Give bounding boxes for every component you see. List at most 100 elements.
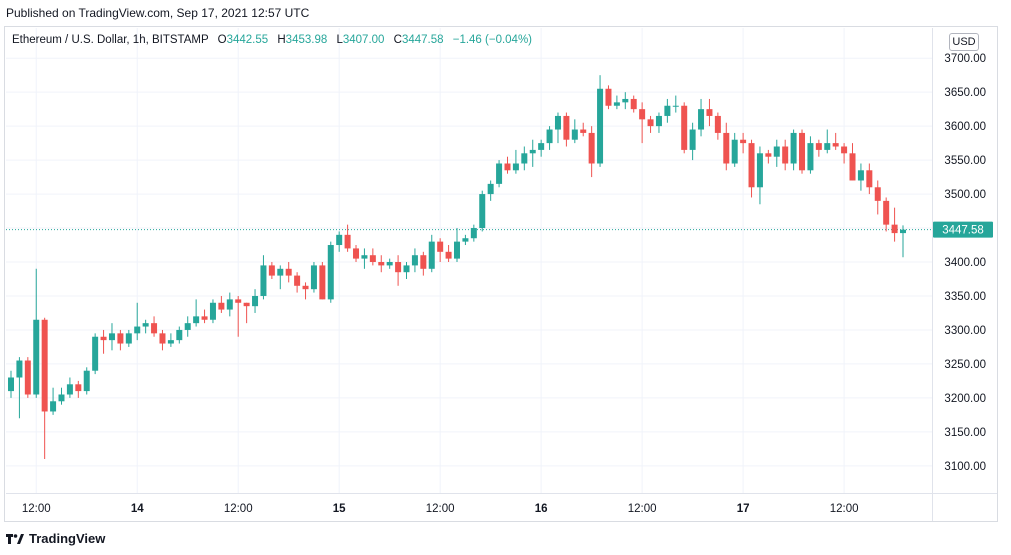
y-tick-label: 3200.00 [944,393,986,405]
candle-body [773,146,780,157]
candle-body [75,384,82,392]
candle-body [260,265,267,296]
legend-open-value: 3442.55 [226,34,269,46]
currency-button[interactable]: USD [949,33,979,51]
candle-body [24,360,31,395]
candle-body [883,200,890,225]
candle-body [58,394,65,402]
candle-body [437,241,444,252]
candle-body [33,319,40,395]
x-tick-label: 17 [737,503,750,515]
x-tick-label: 12:00 [224,503,253,515]
candle-body [445,251,452,259]
candle-body [361,255,368,259]
candle-body [117,333,124,344]
candle-body [613,102,620,106]
legend-symbol: Ethereum / U.S. Dollar, 1h, BITSTAMP [12,34,209,46]
candle-body [92,336,99,371]
candle-body [268,265,275,276]
candle-body [353,248,360,259]
candle-body [226,299,233,310]
candle-body [504,163,511,171]
candle-body [841,146,848,154]
candle-body [740,139,747,144]
candle-body [462,238,469,242]
candle-body [630,98,637,110]
y-tick-label: 3700.00 [944,53,986,65]
candle-body [698,109,705,130]
candle-body [167,340,174,344]
candle-body [411,255,418,266]
x-tick-label: 15 [333,503,346,515]
legend-high-value: 3453.98 [285,34,328,46]
last-price-badge [933,221,993,238]
candle-body [496,163,503,184]
candle-body [235,299,242,303]
candle-body [529,149,536,154]
candle-body [706,109,713,116]
legend-change: −1.46 (−0.04%) [452,34,533,46]
candle-body [16,360,23,378]
candle-body [344,234,351,249]
candle-body [327,245,334,300]
candle-body [832,143,839,147]
candle-body [420,255,427,269]
candle-body [454,241,460,259]
x-tick-label: 12:00 [22,503,51,515]
y-tick-label: 3100.00 [944,461,986,473]
candle-body [285,268,292,276]
y-tick-label: 3250.00 [944,359,986,371]
candle-body [100,336,107,341]
footer-brand[interactable]: TradingView [6,531,105,546]
x-tick-label: 14 [131,503,144,515]
candle-body [639,109,646,120]
candle-body [512,163,519,171]
candle-body [849,153,856,181]
candle-body [386,262,393,266]
candle-body [563,115,570,140]
candle-body [395,262,402,273]
candle-body [336,234,343,246]
candle-body [403,265,410,273]
y-tick-label: 3300.00 [944,325,986,337]
last-price-label: 3447.58 [942,225,984,237]
candle-body [597,88,604,164]
y-tick-label: 3150.00 [944,427,986,439]
candle-body [866,170,873,188]
candle-body [689,129,696,150]
footer-brand-label: TradingView [29,531,106,546]
candle-body [8,377,14,392]
candle-body [184,323,191,330]
candle-body [302,285,309,290]
candle-body [815,143,822,150]
candle-body [378,262,385,266]
published-caption: Published on TradingView.com, Sep 17, 20… [6,6,310,20]
candle-body [900,229,906,234]
legend-low-value: 3407.00 [342,34,385,46]
candle-body [672,105,679,107]
candle-body [874,187,881,201]
y-tick-label: 3400.00 [944,257,986,269]
candle-body [647,119,654,127]
candle-body [782,146,789,164]
candle-body [521,153,528,164]
candle-body [243,302,250,307]
x-tick-label: 12:00 [426,503,455,515]
candle-body [310,265,317,290]
candle-body [50,401,57,412]
candle-body [790,132,797,164]
x-tick-label: 16 [535,503,548,515]
candle-body [891,224,898,234]
legend-close-value: 3447.58 [401,34,444,46]
candle-body [41,319,48,412]
candle-body [605,88,612,106]
candle-body [319,265,326,300]
candle-body [538,143,545,150]
y-tick-label: 3350.00 [944,291,986,303]
legend-open-label: O [217,34,227,46]
candle-body [588,132,595,164]
candle-body [193,316,200,324]
candle-body [294,275,301,286]
candle-body [681,105,688,150]
